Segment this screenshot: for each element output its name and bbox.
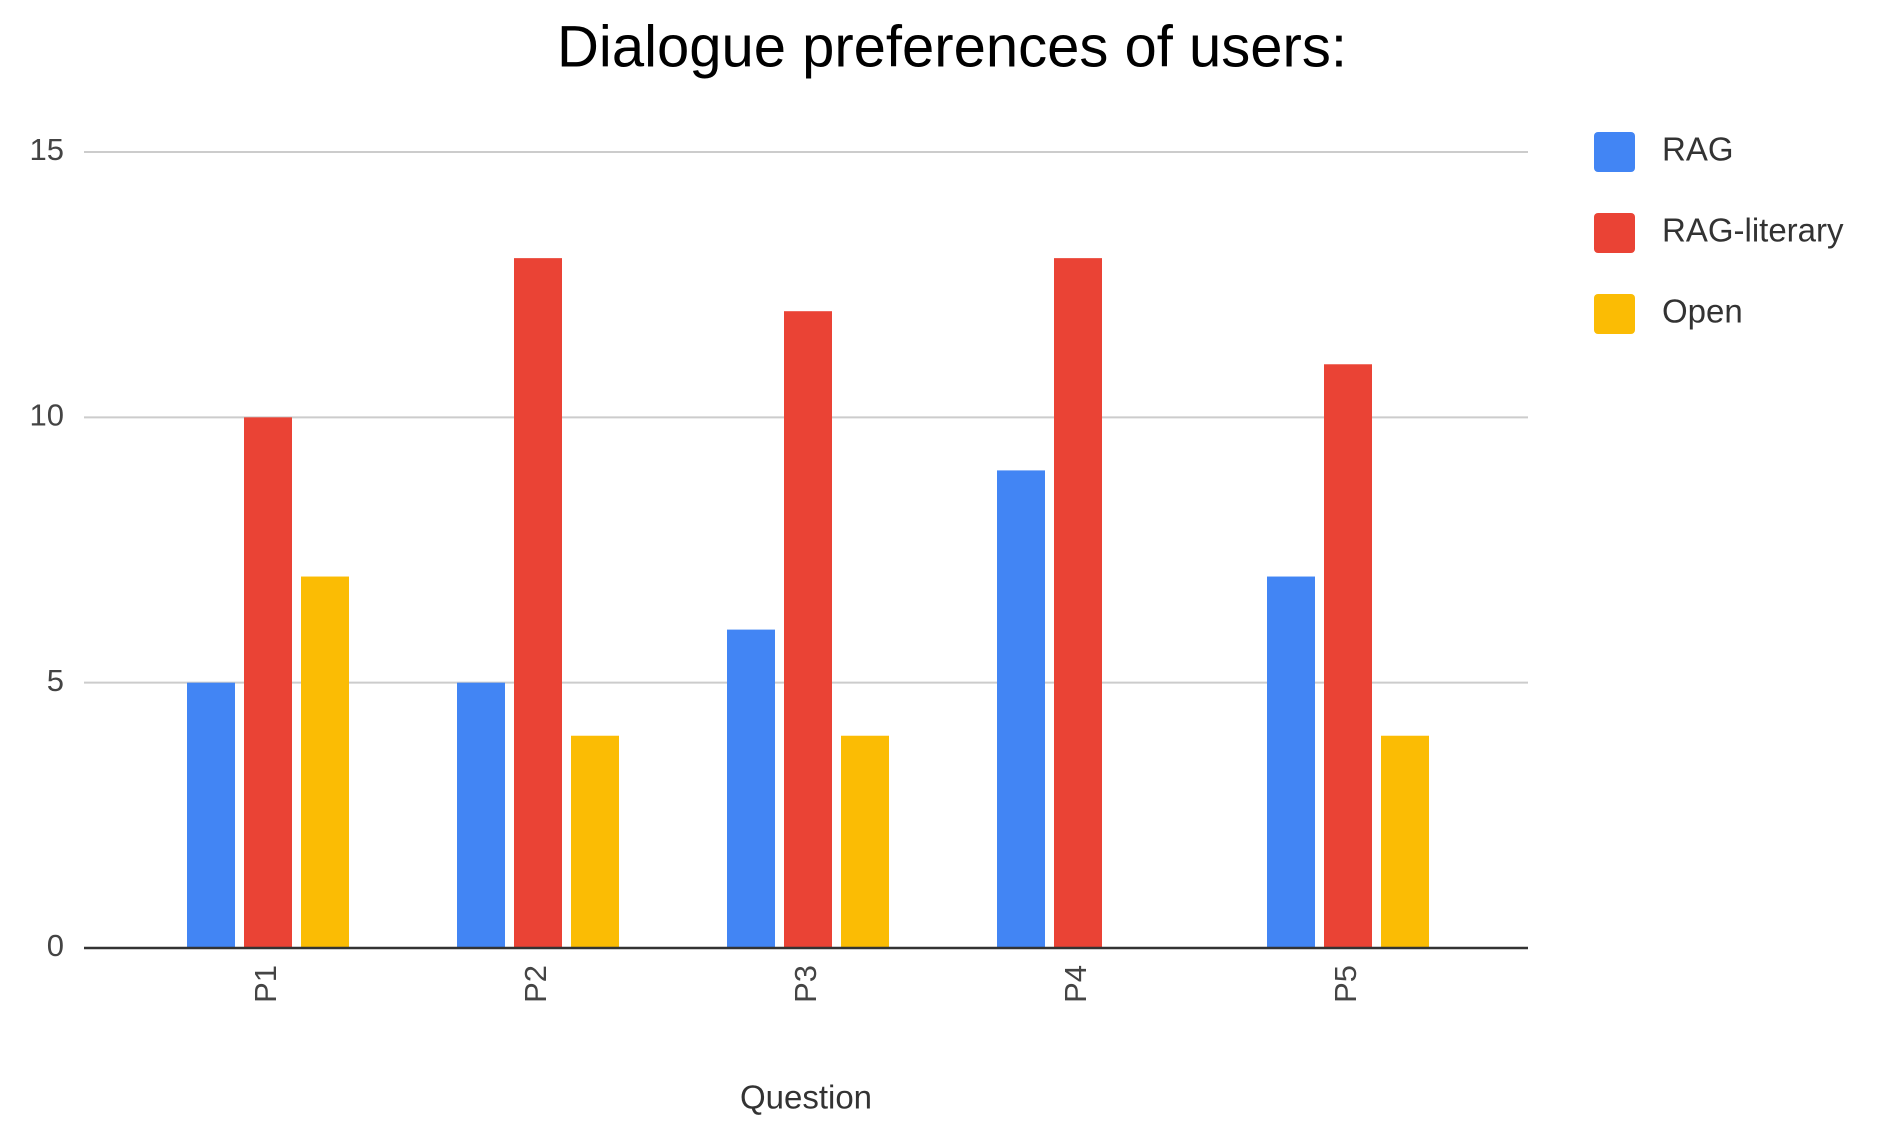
x-tick-label: P3	[788, 965, 823, 1003]
bar	[571, 735, 619, 948]
y-tick-label: 0	[47, 928, 64, 963]
legend-swatch	[1594, 213, 1635, 253]
x-tick-label: P2	[518, 965, 553, 1003]
legend-label: RAG	[1662, 131, 1734, 168]
bar	[784, 311, 832, 948]
x-axis-title: Question	[740, 1079, 872, 1116]
x-tick-label: P1	[248, 965, 283, 1003]
bar	[1381, 735, 1429, 948]
bar	[457, 682, 505, 948]
bar	[1054, 258, 1102, 949]
legend-swatch	[1594, 294, 1635, 334]
bar	[1324, 364, 1372, 948]
chart-title: Dialogue preferences of users:	[557, 14, 1347, 79]
bar	[301, 576, 349, 948]
bar	[187, 682, 235, 948]
bar	[997, 470, 1045, 948]
bar	[514, 258, 562, 949]
bar	[727, 629, 775, 948]
y-tick-label: 15	[30, 132, 64, 167]
x-tick-label: P5	[1328, 965, 1363, 1003]
bar	[841, 735, 889, 948]
bar	[1267, 576, 1315, 948]
legend-label: Open	[1662, 293, 1743, 330]
bar	[244, 417, 292, 948]
y-tick-label: 10	[30, 398, 64, 433]
legend-label: RAG-literary	[1662, 212, 1844, 249]
y-tick-label: 5	[47, 663, 64, 698]
legend-swatch	[1594, 132, 1635, 172]
x-tick-label: P4	[1058, 965, 1093, 1003]
